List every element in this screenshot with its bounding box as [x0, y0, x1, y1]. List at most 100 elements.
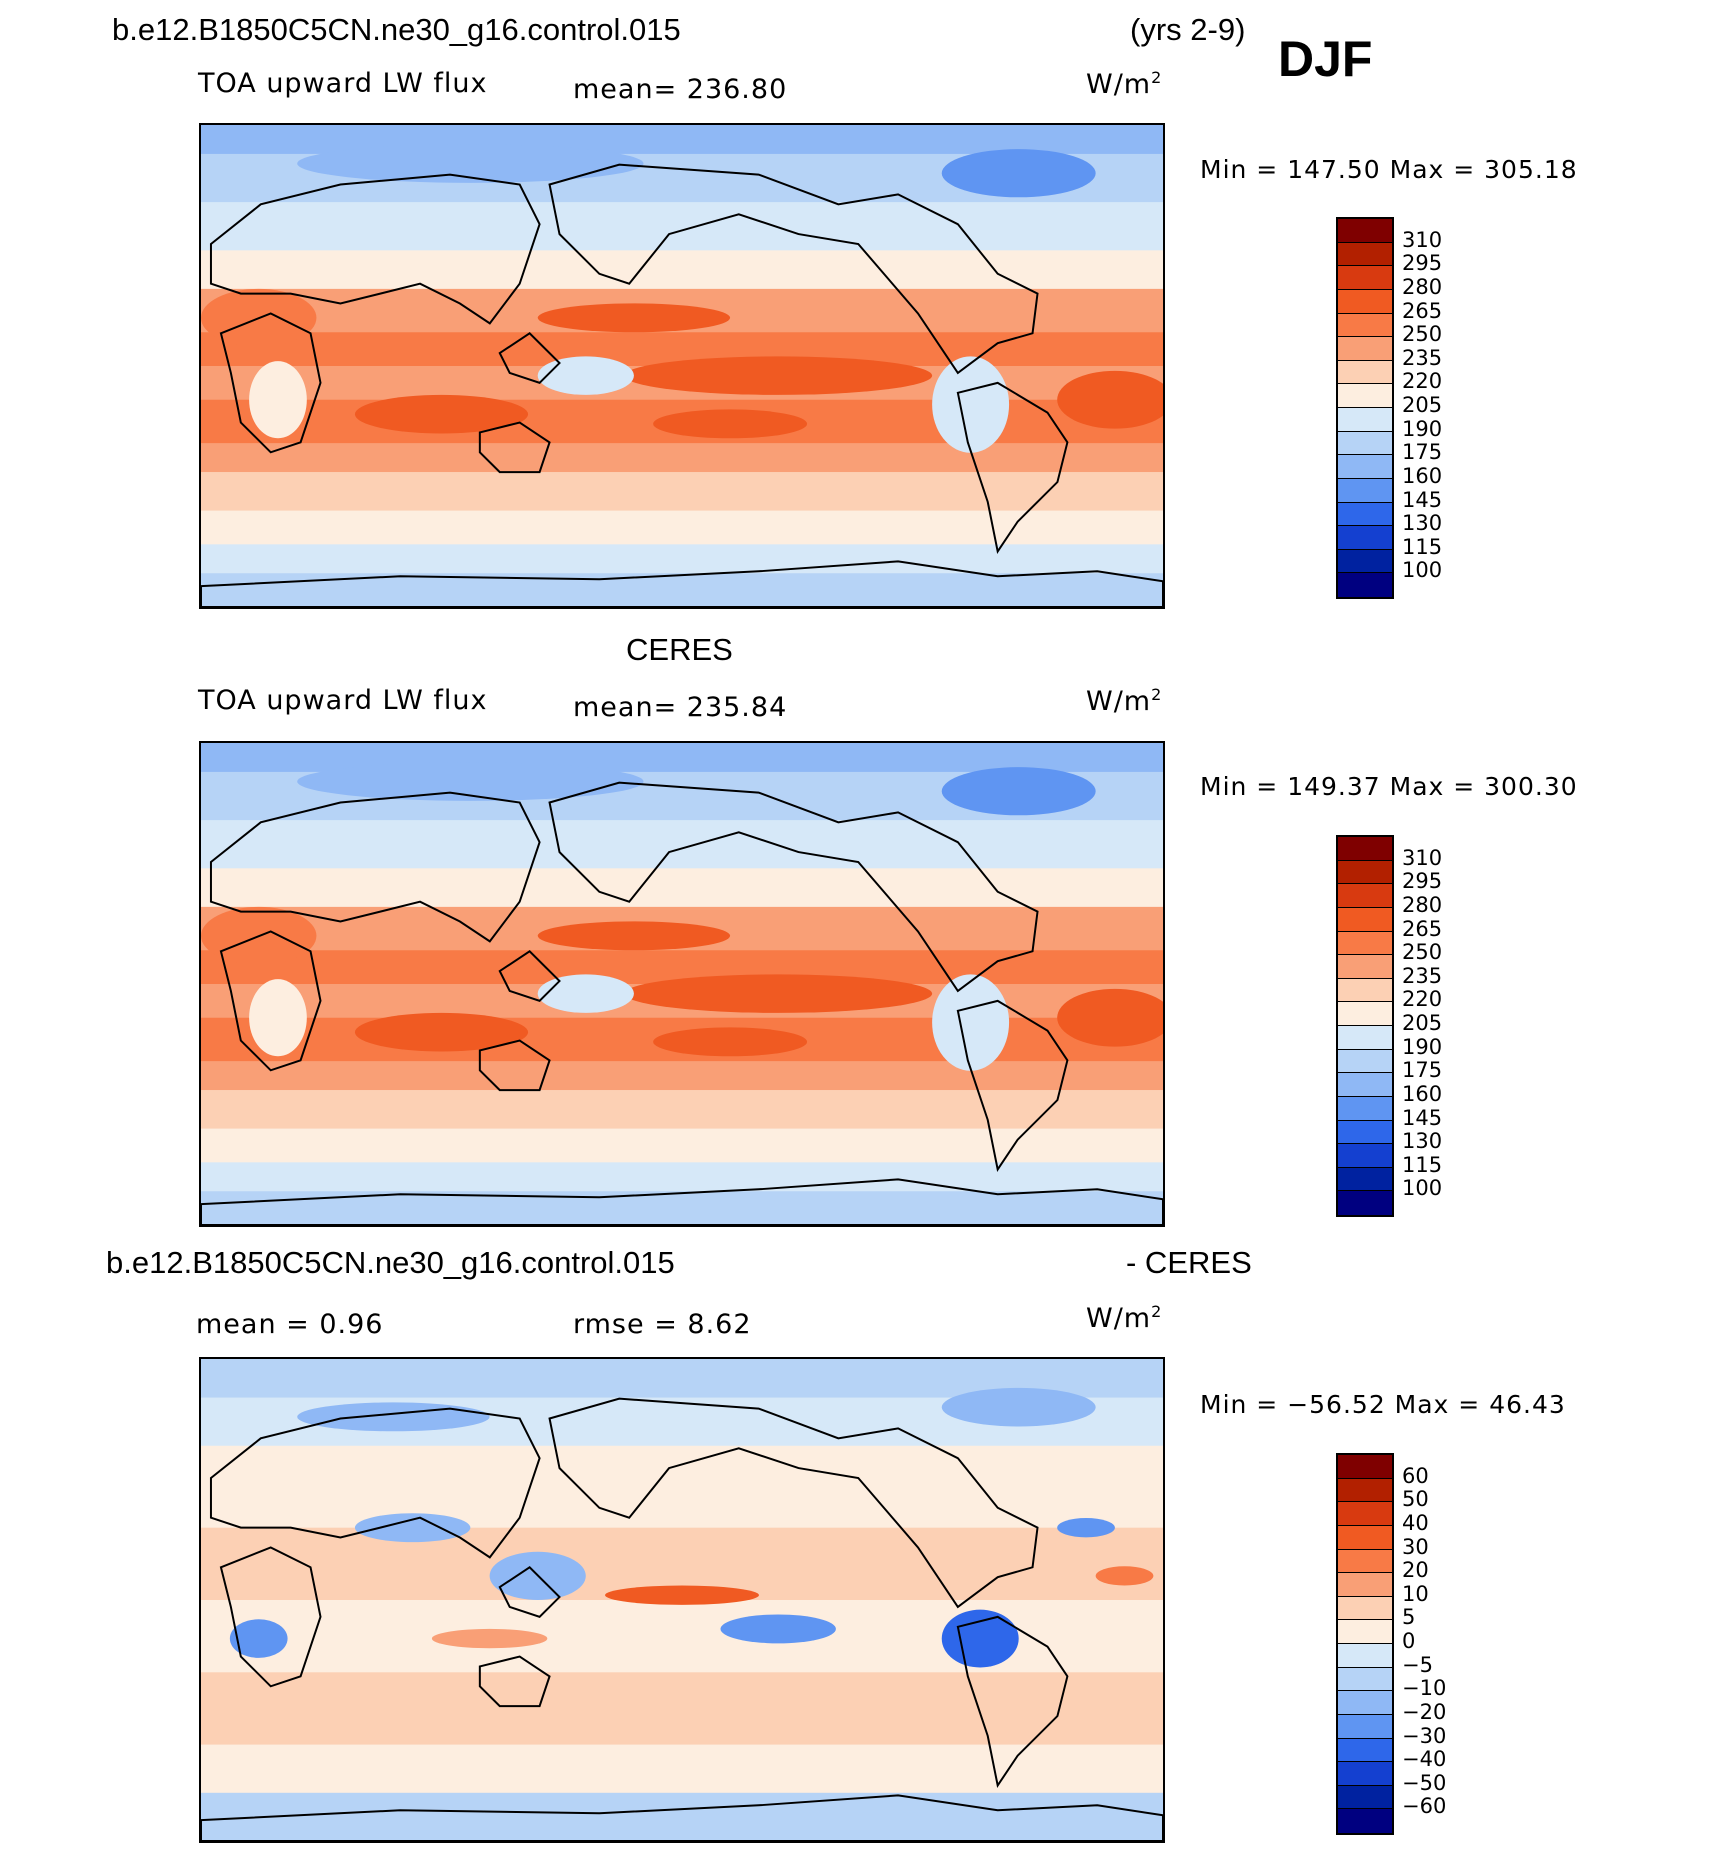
panel2-colorbar [1336, 835, 1394, 1217]
panel3-colorbar [1336, 1453, 1394, 1835]
coastline [548, 163, 1039, 375]
colorbar-segment [1338, 313, 1392, 338]
colorbar-segment [1338, 573, 1392, 597]
coastline [201, 1178, 1163, 1225]
coastline [219, 1546, 322, 1688]
colorbar-tick-label: 30 [1402, 1534, 1429, 1559]
field-anomaly [941, 1609, 1019, 1668]
field-band [201, 1128, 1163, 1164]
panel2-units: W/m2 [1086, 685, 1163, 717]
panel1-map [199, 123, 1165, 609]
field-anomaly [297, 144, 644, 183]
colorbar-segment [1338, 1596, 1392, 1621]
coastline [498, 1565, 561, 1618]
field-anomaly [354, 394, 529, 434]
case-title: b.e12.B1850C5CN.ne30_g16.control.015 [112, 12, 681, 47]
colorbar-tick-label: 295 [1402, 869, 1443, 894]
colorbar-segment [1338, 1073, 1392, 1097]
colorbar-tick-label: −30 [1402, 1723, 1447, 1748]
field-anomaly [249, 361, 307, 439]
colorbar-tick-label: 220 [1402, 987, 1443, 1012]
field-band [201, 1061, 1163, 1092]
field-band [201, 202, 1163, 252]
panel1-minmax: Min = 147.50 Max = 305.18 [1200, 155, 1578, 184]
colorbar-tick-label: 40 [1402, 1510, 1429, 1535]
colorbar-segment [1338, 1644, 1392, 1668]
colorbar-tick-label: −10 [1402, 1676, 1447, 1701]
panel2-map [199, 741, 1165, 1227]
field-anomaly [605, 1585, 759, 1605]
field-anomaly [624, 356, 933, 395]
colorbar-tick-label: 5 [1402, 1605, 1416, 1630]
colorbar-segment [1338, 1096, 1392, 1121]
coastline [956, 1615, 1069, 1789]
field-anomaly [537, 356, 634, 395]
colorbar-segment [1338, 384, 1392, 408]
colorbar-tick-label: −5 [1402, 1652, 1433, 1677]
colorbar-segment [1338, 1809, 1392, 1833]
colorbar-segment [1338, 266, 1392, 290]
coastline [498, 949, 561, 1002]
colorbar-segment [1338, 1691, 1392, 1715]
field-anomaly [941, 767, 1096, 816]
colorbar-segment [1338, 1549, 1392, 1574]
field-anomaly [354, 1012, 529, 1052]
field-band [201, 868, 1163, 908]
field-band [201, 820, 1163, 870]
colorbar-tick-label: 205 [1402, 393, 1443, 417]
panel2-title: CERES [626, 632, 733, 667]
panel1-colorbar [1336, 217, 1394, 599]
colorbar-tick-label: 115 [1402, 1152, 1443, 1177]
colorbar-tick-label: 50 [1402, 1487, 1429, 1512]
field-band [201, 1600, 1163, 1674]
colorbar-tick-label: 175 [1402, 1058, 1443, 1083]
colorbar-segment [1338, 1785, 1392, 1810]
coastline [548, 781, 1039, 993]
panel1-units: W/m2 [1086, 68, 1163, 100]
field-band [201, 510, 1163, 546]
field-anomaly [249, 979, 307, 1057]
coastline [956, 381, 1069, 555]
colorbar-segment [1338, 478, 1392, 503]
colorbar-segment [1338, 526, 1392, 550]
panel3-rmse: rmse = 8.62 [573, 1309, 752, 1340]
colorbar-segment [1338, 1026, 1392, 1050]
panel3-map [199, 1357, 1165, 1843]
season-label: DJF [1278, 31, 1373, 87]
colorbar-segment [1338, 1120, 1392, 1145]
colorbar-tick-label: 0 [1402, 1629, 1416, 1653]
colorbar-tick-label: 310 [1402, 845, 1443, 870]
colorbar-segment [1338, 1002, 1392, 1026]
colorbar-segment [1338, 1714, 1392, 1739]
colorbar-segment [1338, 860, 1392, 885]
colorbar-segment [1338, 1049, 1392, 1074]
coastline [219, 312, 322, 454]
colorbar-tick-label: 205 [1402, 1011, 1443, 1035]
colorbar-segment [1338, 978, 1392, 1003]
field-band [201, 472, 1163, 512]
coastline [478, 421, 551, 474]
field-band [201, 1672, 1163, 1746]
field-anomaly [537, 303, 731, 333]
colorbar-tick-label: 100 [1402, 1176, 1443, 1201]
coastline [201, 1794, 1163, 1841]
field-anomaly [749, 1681, 904, 1711]
colorbar-segment [1338, 219, 1392, 243]
colorbar-segment [1338, 1738, 1392, 1763]
colorbar-tick-label: 145 [1402, 1105, 1443, 1130]
colorbar-tick-label: 145 [1402, 487, 1443, 512]
colorbar-tick-label: 190 [1402, 416, 1443, 441]
colorbar-tick-label: 310 [1402, 227, 1443, 252]
colorbar-tick-label: −20 [1402, 1699, 1447, 1724]
coastline [209, 173, 541, 325]
colorbar-segment [1338, 907, 1392, 932]
panel3-minmax: Min = −56.52 Max = 46.43 [1200, 1390, 1566, 1419]
colorbar-segment [1338, 1573, 1392, 1597]
colorbar-tick-label: 295 [1402, 251, 1443, 276]
panel1-variable: TOA upward LW flux [198, 68, 488, 99]
panel3-mean: mean = 0.96 [196, 1309, 384, 1340]
field-band [201, 1792, 1163, 1841]
panel3-title-right: - CERES [1126, 1245, 1252, 1280]
coastline [498, 331, 561, 384]
colorbar-segment [1338, 1167, 1392, 1192]
